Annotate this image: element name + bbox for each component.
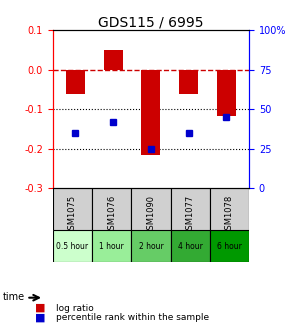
Text: 0.5 hour: 0.5 hour — [56, 242, 88, 251]
Text: GSM1077: GSM1077 — [186, 195, 195, 235]
FancyBboxPatch shape — [92, 230, 131, 262]
FancyBboxPatch shape — [92, 188, 131, 230]
FancyBboxPatch shape — [210, 188, 249, 230]
FancyBboxPatch shape — [53, 188, 92, 230]
Text: GSM1090: GSM1090 — [146, 195, 155, 235]
FancyBboxPatch shape — [171, 188, 210, 230]
Text: log ratio: log ratio — [56, 304, 93, 312]
Text: 1 hour: 1 hour — [99, 242, 124, 251]
Text: time: time — [3, 292, 25, 302]
Text: GSM1078: GSM1078 — [225, 195, 234, 235]
Bar — [66, 70, 85, 94]
Text: percentile rank within the sample: percentile rank within the sample — [56, 313, 209, 322]
Bar — [179, 70, 198, 94]
Text: GSM1075: GSM1075 — [68, 195, 77, 235]
Text: 4 hour: 4 hour — [178, 242, 202, 251]
FancyBboxPatch shape — [171, 230, 210, 262]
Text: 2 hour: 2 hour — [139, 242, 163, 251]
Text: 6 hour: 6 hour — [217, 242, 242, 251]
Text: ■: ■ — [35, 312, 46, 323]
FancyBboxPatch shape — [131, 188, 171, 230]
Bar — [217, 70, 236, 116]
FancyBboxPatch shape — [131, 230, 171, 262]
FancyBboxPatch shape — [53, 230, 92, 262]
Text: ■: ■ — [35, 303, 46, 313]
FancyBboxPatch shape — [210, 230, 249, 262]
Bar — [142, 70, 160, 155]
Text: GSM1076: GSM1076 — [107, 195, 116, 235]
Title: GDS115 / 6995: GDS115 / 6995 — [98, 15, 204, 29]
Bar — [104, 50, 122, 70]
